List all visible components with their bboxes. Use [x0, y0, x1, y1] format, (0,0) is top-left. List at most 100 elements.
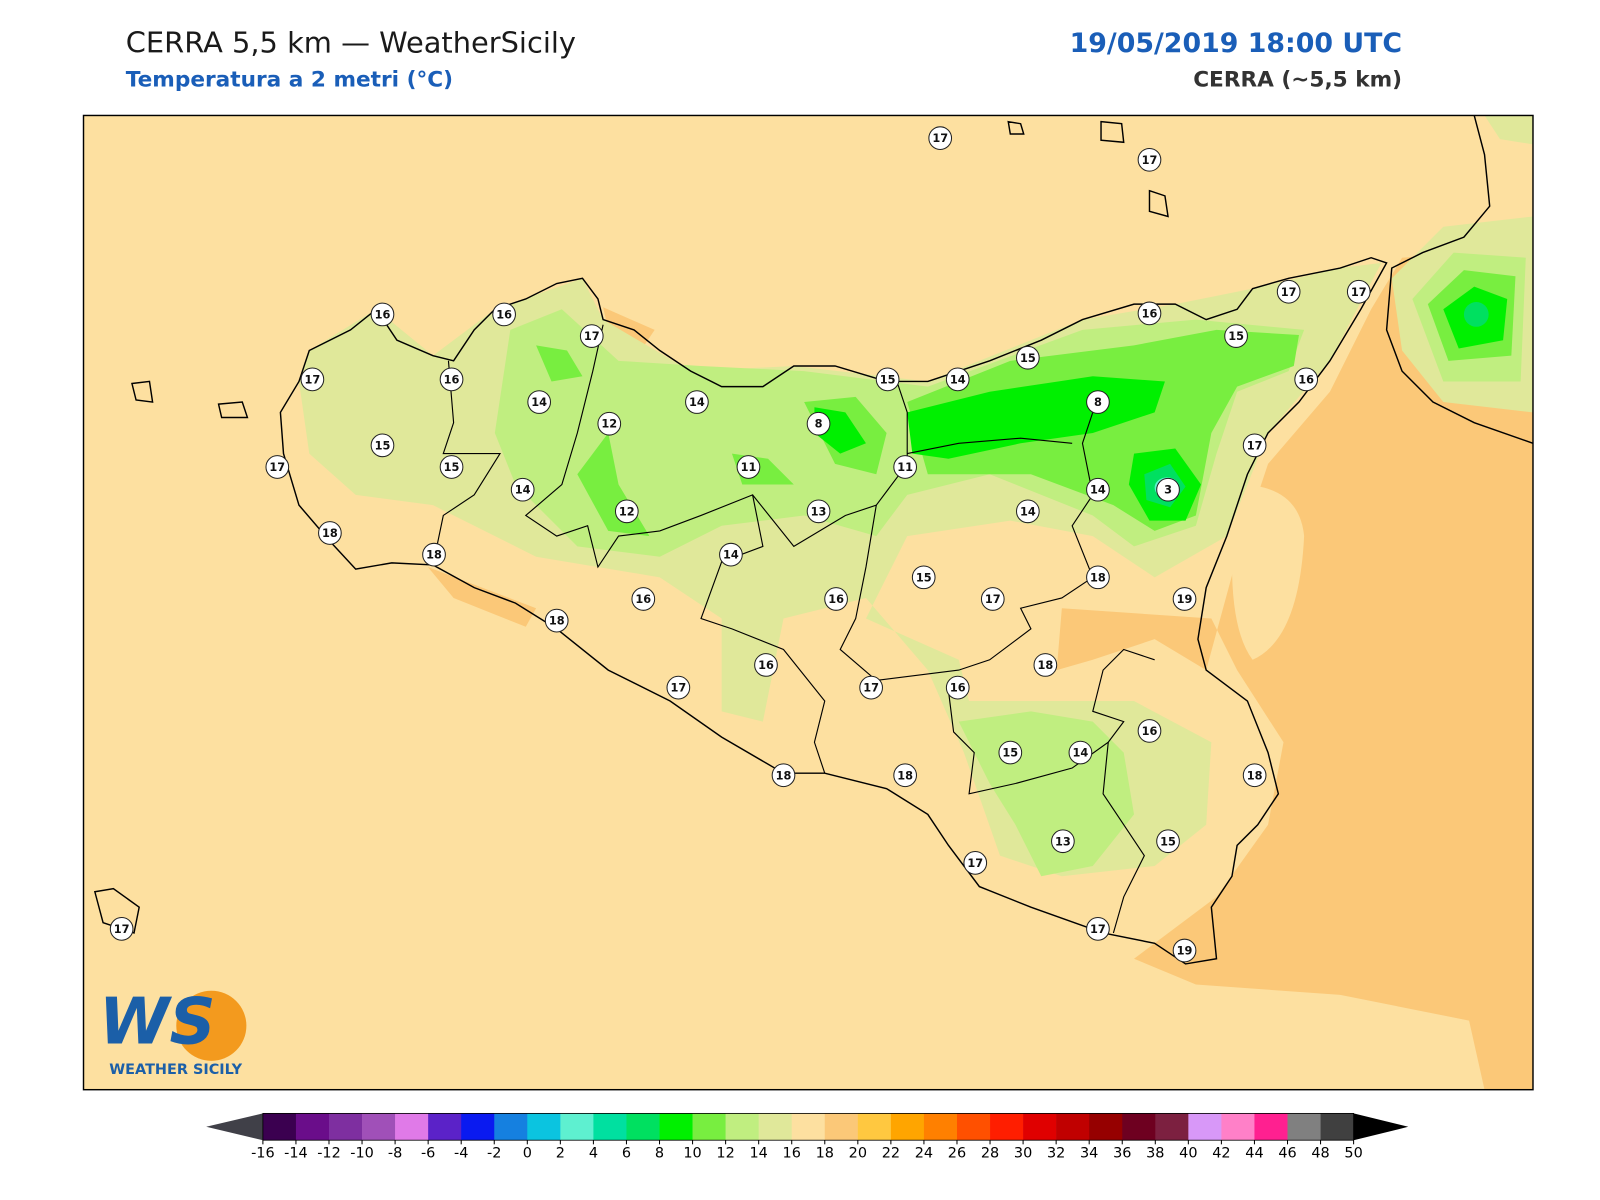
station-value: 12 — [601, 417, 617, 431]
station-value: 15 — [880, 372, 896, 386]
station-marker — [1137, 147, 1162, 172]
colorbar-tick-label: 36 — [1113, 1146, 1131, 1162]
colorbar-segment — [1287, 1113, 1321, 1141]
calabria-layer-6 — [1463, 302, 1489, 327]
colorbar-tick-label: 6 — [622, 1146, 631, 1162]
colorbar-segment — [824, 1113, 859, 1141]
colorbar-segment — [1221, 1113, 1255, 1141]
colorbar-over — [1353, 1113, 1409, 1141]
station-marker — [736, 455, 761, 479]
logo-mark: WS — [99, 985, 216, 1059]
logo-sun — [176, 990, 247, 1061]
station-value: 8 — [1094, 395, 1102, 409]
colorbar-segment — [1089, 1113, 1123, 1141]
colorbar-tick-label: -10 — [350, 1146, 374, 1162]
colorbar-segment — [494, 1113, 528, 1141]
datetime: 19/05/2019 18:00 UTC — [1070, 28, 1402, 59]
station-value: 17 — [1090, 922, 1106, 936]
station-marker — [771, 763, 796, 788]
subtitle: Temperatura a 2 metri (°C) — [126, 67, 453, 92]
colorbar-segment — [626, 1113, 660, 1141]
stations: 17 17 16 16 17 16 17 17 15 15 17 16 15 14 16 14 14 8 12 8 15… — [109, 126, 1371, 963]
colorbar-segment — [791, 1113, 826, 1141]
station-marker — [1156, 477, 1180, 502]
colorbar-segment — [758, 1113, 793, 1141]
station-value: 14 — [531, 395, 547, 409]
colorbar-tick-label: 2 — [556, 1146, 565, 1162]
colorbar-tick-label: 32 — [1047, 1146, 1065, 1162]
station-marker — [1086, 477, 1110, 502]
station-marker — [1086, 390, 1110, 414]
colorbar-segment — [1056, 1113, 1090, 1141]
station-marker — [300, 367, 325, 392]
station-value: 11 — [897, 460, 913, 474]
station-marker — [1224, 324, 1248, 348]
station-value: 11 — [741, 460, 757, 474]
station-value: 15 — [1020, 351, 1036, 365]
station-value: 14 — [1020, 504, 1036, 518]
station-value: 15 — [444, 460, 460, 474]
station-value: 16 — [758, 658, 774, 672]
station-marker — [1033, 653, 1058, 677]
station-marker — [1242, 433, 1267, 458]
colorbar-segment — [956, 1113, 991, 1141]
station-marker — [875, 367, 900, 392]
colorbar-segment — [1320, 1113, 1354, 1141]
station-value: 18 — [426, 548, 442, 562]
station-marker — [1242, 763, 1267, 788]
station-marker — [1276, 279, 1301, 304]
station-marker — [911, 565, 936, 590]
colorbar-segment — [328, 1113, 363, 1141]
colorbar-segment — [923, 1113, 958, 1141]
colorbar-segment — [990, 1113, 1024, 1141]
layer-8-10 — [814, 376, 1202, 521]
station-value: 16 — [950, 681, 966, 695]
station-marker — [1015, 345, 1040, 370]
colorbar-segment — [262, 1113, 297, 1141]
station-value: 18 — [776, 768, 792, 782]
model-label: CERRA (~5,5 km) — [1193, 67, 1402, 92]
logo: WS WEATHER SICILY — [99, 985, 247, 1078]
station-value: 15 — [1002, 746, 1018, 760]
colorbar-tick-label: -4 — [454, 1146, 468, 1162]
station-value: 16 — [375, 307, 391, 321]
station-value: 17 — [304, 372, 320, 386]
coastlines — [93, 115, 1533, 965]
station-value: 16 — [1298, 372, 1314, 386]
colorbar-tick-label: -8 — [388, 1146, 402, 1162]
station-marker — [754, 653, 778, 677]
colorbar-tick-label: 8 — [655, 1146, 664, 1162]
station-marker — [893, 763, 918, 788]
station-value: 18 — [322, 526, 338, 540]
station-value: 16 — [828, 592, 844, 606]
station-marker — [945, 367, 970, 392]
station-marker — [928, 126, 953, 150]
warm-sea — [1056, 247, 1533, 1090]
station-marker — [1051, 829, 1075, 854]
station-value: 17 — [1351, 285, 1367, 299]
station-value: 16 — [496, 307, 512, 321]
colorbar-tick-label: 14 — [749, 1146, 767, 1162]
colorbar-tick-label: -2 — [487, 1146, 501, 1162]
station-value: 15 — [916, 570, 932, 584]
colorbar-segment — [593, 1113, 627, 1141]
station-marker — [1172, 587, 1197, 611]
station-value: 13 — [811, 504, 827, 518]
station-marker — [1346, 279, 1371, 304]
station-value: 12 — [619, 504, 635, 518]
colorbar-tick-label: 44 — [1245, 1146, 1263, 1162]
station-marker — [1172, 938, 1197, 963]
colorbar-tick-label: 16 — [783, 1146, 801, 1162]
station-marker — [1015, 499, 1040, 524]
colorbar-segment — [395, 1113, 429, 1141]
station-marker — [963, 851, 988, 875]
station-marker — [439, 367, 464, 392]
colorbar-tick-label: 24 — [915, 1146, 933, 1162]
station-marker — [1294, 367, 1319, 392]
colorbar-segment — [725, 1113, 759, 1141]
station-value: 18 — [1247, 768, 1263, 782]
colorbar: -16 -14 -12 -10 -8 -6 -4 -2 0 2 4 6 8 10 12 14 16 18 20 22 2… — [206, 1112, 1409, 1162]
station-marker — [998, 740, 1023, 765]
station-value: 18 — [897, 768, 913, 782]
